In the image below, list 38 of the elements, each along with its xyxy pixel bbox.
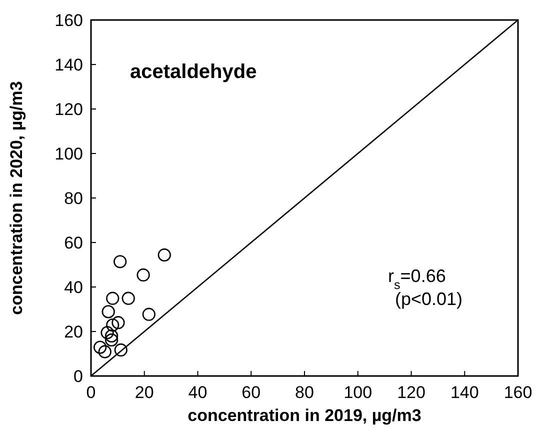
annotation: (p<0.01) — [395, 289, 463, 309]
point — [102, 305, 115, 318]
annotation: acetaldehyde — [130, 61, 257, 83]
point — [106, 318, 120, 332]
x-tick-label: 100 — [344, 383, 372, 402]
y-tick-label: 20 — [64, 322, 83, 342]
point — [158, 248, 171, 262]
x-tick-label: 0 — [86, 383, 96, 402]
point — [94, 340, 107, 354]
point — [114, 255, 127, 268]
x-tick-label: 160 — [504, 383, 532, 402]
x-tick-label: 120 — [397, 383, 426, 402]
x-tick-label: 20 — [134, 383, 154, 402]
x-tick-label: 60 — [242, 383, 261, 402]
y-tick-label: 0 — [74, 367, 83, 386]
x-tick-label: 140 — [450, 383, 479, 402]
point — [98, 345, 112, 358]
point — [114, 343, 128, 357]
point — [104, 329, 118, 343]
point — [112, 316, 125, 330]
y-tick-label: 160 — [54, 11, 83, 30]
y-tick-label: 100 — [54, 144, 83, 164]
x-tick-label: 80 — [295, 383, 314, 402]
point — [136, 268, 150, 282]
y-tick-label: 60 — [64, 234, 83, 252]
point — [104, 333, 118, 347]
x-axis-title: concentration in 2019, µg/m3 — [188, 406, 422, 425]
y-tick-label: 140 — [54, 56, 83, 74]
annotation: r$_{s}$=0.66 — [388, 266, 446, 292]
x-tick-label: 40 — [188, 383, 208, 402]
y-tick-label: 40 — [64, 278, 83, 297]
point — [122, 292, 135, 305]
point — [142, 308, 156, 321]
y-axis-title: concentration in 2020, µg/m3 — [7, 81, 26, 315]
y-tick-label: 120 — [54, 100, 83, 119]
point — [100, 326, 114, 340]
point — [106, 292, 120, 305]
y-tick-label: 80 — [64, 189, 83, 208]
